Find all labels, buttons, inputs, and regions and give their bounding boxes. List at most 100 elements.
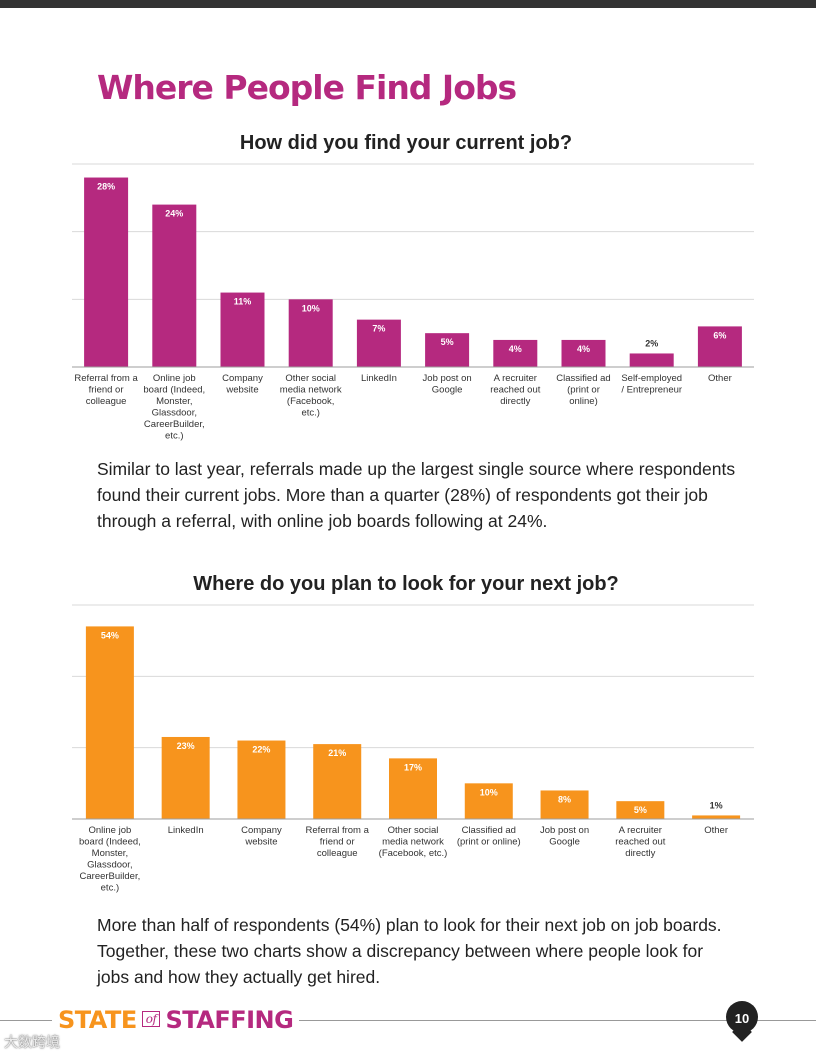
chart1-data-label: 10%: [302, 303, 320, 313]
chart2-category-line: friend or: [320, 837, 355, 848]
chart2-category-line: Other social: [388, 825, 439, 836]
chart2-category-line: Referral from a: [306, 825, 370, 836]
chart2-category-line: board (Indeed,: [79, 837, 141, 848]
chart1-category-label: Other social media network (Facebook, etc.): [280, 373, 342, 419]
chart1-data-label: 4%: [509, 344, 522, 354]
chart2-bar: [692, 815, 741, 819]
watermark: 大数跨境: [4, 1035, 60, 1051]
chart2-title: Where do you plan to look for your next …: [193, 573, 619, 595]
chart2-next-job: 54% Online job board (Indeed, Monster, Glass…: [72, 604, 754, 894]
chart2-category-label: Classified ad (print or online): [457, 825, 521, 848]
chart1-category-line: / Entrepreneur: [621, 385, 682, 396]
chart1-category-line: A recruiter: [494, 373, 537, 384]
paragraph-referrals: Similar to last year, referrals made up …: [97, 459, 736, 531]
chart2-data-label: 23%: [177, 741, 195, 751]
chart1-category-label: Company website: [222, 373, 263, 396]
chart1-bar: [425, 333, 470, 367]
chart2-category-line: media network: [382, 837, 444, 848]
chart2-data-label: 21%: [328, 748, 346, 758]
chart1-category-label: A recruiter reached out directly: [490, 373, 541, 407]
chart1-bar: [697, 326, 742, 367]
chart1-data-label: 7%: [372, 324, 385, 334]
chart1-category-line: Glassdoor,: [152, 408, 197, 419]
chart1-category-line: Job post on: [423, 373, 472, 384]
chart2-category-line: etc.): [101, 883, 119, 894]
chart1-category-line: CareerBuilder,: [144, 419, 205, 430]
chart1-bar: [152, 204, 197, 367]
chart2-bar: [389, 758, 437, 819]
chart2-data-label: 1%: [710, 800, 723, 810]
chart2-category-line: (Facebook, etc.): [379, 848, 448, 859]
chart1-category-line: Referral from a: [74, 373, 138, 384]
brand-word-of: of: [141, 1011, 161, 1027]
footer-divider: [0, 1020, 816, 1021]
chart1-category-line: Other social: [285, 373, 336, 384]
chart2-bar: [85, 626, 134, 819]
chart2-category-line: Job post on: [540, 825, 589, 836]
chart2-category-label: Online job board (Indeed, Monster, Glassdoo…: [79, 825, 141, 894]
chart1-category-line: etc.): [301, 408, 319, 419]
chart1-category-line: Self-employed: [621, 373, 682, 384]
chart2-category-label: Company website: [241, 825, 282, 848]
chart2-category-line: reached out: [615, 837, 666, 848]
chart1-data-label: 28%: [97, 182, 115, 192]
chart2-category-line: LinkedIn: [168, 825, 204, 836]
chart2-data-label: 10%: [480, 787, 498, 797]
chart2-category-line: Glassdoor,: [87, 860, 132, 871]
chart2-data-label: 8%: [558, 794, 571, 804]
chart2-category-label: LinkedIn: [168, 825, 204, 836]
chart1-data-label: 2%: [645, 338, 658, 348]
chart1-bar: [288, 299, 333, 367]
chart2-category-label: Referral from a friend or colleague: [306, 825, 370, 859]
chart1-category-label: Other: [708, 373, 732, 384]
top-bar: [0, 0, 816, 8]
chart1-category-line: Other: [708, 373, 732, 384]
chart1-data-label: 4%: [577, 344, 590, 354]
chart1-category-label: Self-employed / Entrepreneur: [621, 373, 682, 396]
chart1-category-line: online): [569, 396, 598, 407]
chart2-category-label: Other: [704, 825, 728, 836]
chart1-category-line: Company: [222, 373, 263, 384]
page-number-badge: 10: [726, 1001, 758, 1033]
chart1-bar: [629, 353, 674, 367]
chart2-category-line: Classified ad: [462, 825, 516, 836]
chart2-bar: [161, 736, 210, 819]
chart2-data-label: 22%: [252, 745, 270, 755]
brand-word-staffing: STAFFING: [165, 1006, 294, 1034]
chart1-category-label: Online job board (Indeed, Monster, Glassdoo…: [143, 373, 205, 442]
chart1-category-line: Classified ad: [556, 373, 610, 384]
chart2-category-label: Other social media network (Facebook, etc.…: [379, 825, 448, 859]
chart1-title: How did you find your current job?: [239, 132, 573, 154]
chart1-bar: [356, 319, 401, 367]
chart2-category-line: (print or online): [457, 837, 521, 848]
chart2-bar: [237, 740, 286, 819]
chart2-bar: [313, 744, 362, 819]
chart1-data-label: 6%: [713, 330, 726, 340]
chart1-data-label: 11%: [234, 297, 252, 307]
chart1-category-label: Referral from a friend or colleague: [74, 373, 138, 407]
chart1-current-job: 28% Referral from a friend or colleague 24% O…: [72, 163, 754, 442]
chart1-category-line: colleague: [86, 396, 127, 407]
brand-word-state: STATE: [58, 1006, 137, 1034]
chart2-bar: [616, 801, 665, 819]
chart1-bar: [220, 292, 265, 367]
chart1-category-line: media network: [280, 385, 342, 396]
chart2-category-line: A recruiter: [619, 825, 662, 836]
chart2-bar: [540, 790, 589, 819]
chart2-category-label: Job post on Google: [540, 825, 589, 848]
chart2-category-line: Company: [241, 825, 282, 836]
chart1-category-line: board (Indeed,: [143, 385, 205, 396]
chart2-category-label: A recruiter reached out directly: [615, 825, 666, 859]
chart1-bar: [84, 177, 129, 367]
chart1-category-line: Monster,: [156, 396, 192, 407]
page-title: Where People Find Jobs: [97, 68, 517, 107]
chart1-category-label: Job post on Google: [423, 373, 472, 396]
chart1-category-line: (print or: [567, 385, 600, 396]
chart1-data-label: 5%: [441, 337, 454, 347]
chart1-category-line: Online job: [153, 373, 196, 384]
chart1-category-line: Google: [432, 385, 463, 396]
chart2-category-line: colleague: [317, 848, 358, 859]
chart2-category-line: Online job: [88, 825, 131, 836]
chart1-category-line: reached out: [490, 385, 541, 396]
chart2-category-line: Google: [549, 837, 580, 848]
